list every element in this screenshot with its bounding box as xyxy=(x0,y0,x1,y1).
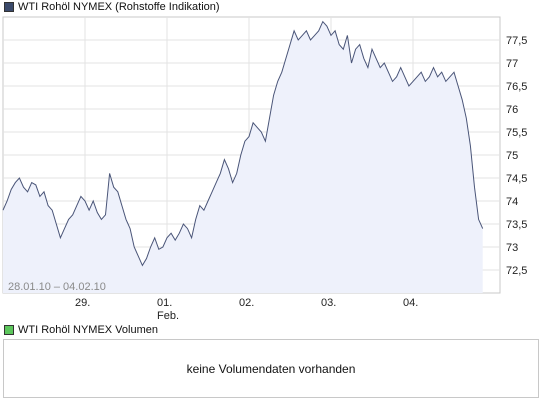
y-tick-label: 76,5 xyxy=(506,81,527,93)
volume-legend-swatch xyxy=(4,325,14,335)
volume-legend-label: WTI Rohöl NYMEX Volumen xyxy=(18,324,158,336)
volume-panel: keine Volumendaten vorhanden xyxy=(3,339,539,398)
x-tick-sublabel: Feb. xyxy=(157,310,179,322)
x-axis-ticks: 29. 01.Feb. 02. 03. 04. xyxy=(75,297,418,322)
date-range-label: 28.01.10 – 04.02.10 xyxy=(8,281,106,293)
x-tick-label: 01. xyxy=(157,297,172,309)
price-area-fill xyxy=(3,21,483,293)
y-tick-label: 74 xyxy=(506,196,518,208)
y-tick-label: 74,5 xyxy=(506,173,527,185)
x-tick-label: 04. xyxy=(403,297,418,309)
x-tick-label: 02. xyxy=(239,297,254,309)
price-line xyxy=(2,20,484,267)
price-legend: WTI Rohöl NYMEX (Rohstoffe Indikation) xyxy=(4,0,220,14)
y-tick-label: 75 xyxy=(506,150,518,162)
y-tick-label: 77,5 xyxy=(506,35,527,47)
y-tick-label: 76 xyxy=(506,104,518,116)
y-axis-ticks: 72,5 73 73,5 74 74,5 75 75,5 76 76,5 77 77,5 xyxy=(506,35,527,277)
price-chart: 72,5 73 73,5 74 74,5 75 75,5 76 76,5 77 77,5 29. 01… xyxy=(2,16,527,322)
price-legend-swatch xyxy=(4,2,14,12)
y-tick-label: 77 xyxy=(506,58,518,70)
x-tick-label: 29. xyxy=(75,297,90,309)
price-area-group xyxy=(2,20,484,293)
y-tick-label: 75,5 xyxy=(506,127,527,139)
volume-legend: WTI Rohöl NYMEX Volumen xyxy=(4,323,158,337)
y-tick-label: 73 xyxy=(506,242,518,254)
volume-empty-message: keine Volumendaten vorhanden xyxy=(186,361,356,376)
y-tick-label: 72,5 xyxy=(506,265,527,277)
y-tick-label: 73,5 xyxy=(506,219,527,231)
x-tick-label: 03. xyxy=(321,297,336,309)
price-legend-label: WTI Rohöl NYMEX (Rohstoffe Indikation) xyxy=(18,1,220,13)
